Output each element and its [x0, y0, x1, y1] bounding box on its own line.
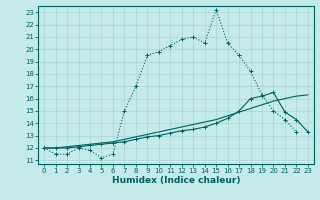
X-axis label: Humidex (Indice chaleur): Humidex (Indice chaleur) — [112, 176, 240, 185]
